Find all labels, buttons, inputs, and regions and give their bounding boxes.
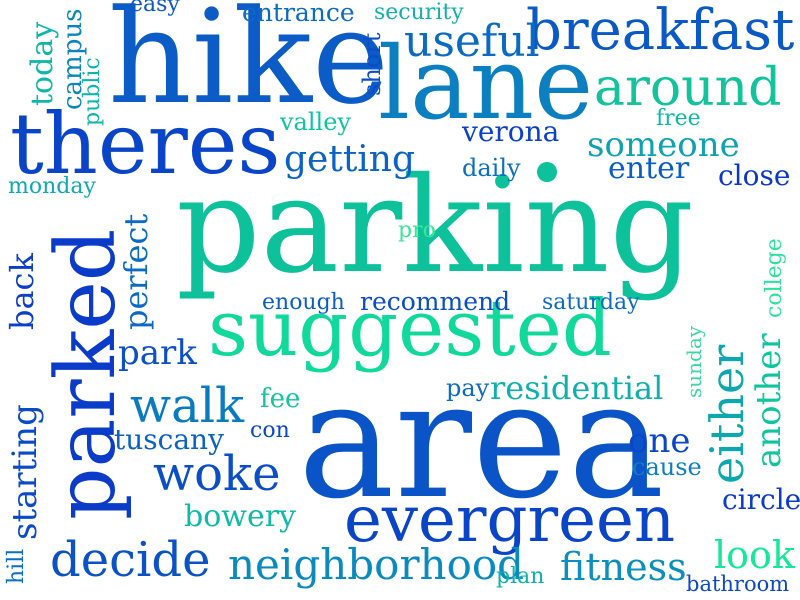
word-enough: enough — [262, 290, 345, 315]
word-parked: parked — [39, 228, 134, 520]
word-con: con — [250, 418, 290, 443]
word-evergreen: evergreen — [344, 483, 676, 557]
word-neighborhood: neighborhood — [228, 540, 525, 589]
word-circle: circle — [722, 483, 800, 516]
word-sunday: sunday — [682, 325, 706, 398]
word-close: close — [718, 159, 791, 192]
word-hike: hike — [108, 0, 390, 133]
word-monday: monday — [8, 174, 96, 199]
word-getting: getting — [284, 139, 416, 180]
word-saturday: saturday — [542, 290, 640, 315]
word-perfect: perfect — [117, 213, 155, 330]
word-theres: theres — [10, 95, 281, 193]
word-entrance: entrance — [242, 0, 355, 27]
word-back: back — [3, 253, 41, 330]
word-free: free — [656, 106, 701, 131]
word-breakfast: breakfast — [526, 0, 795, 63]
word-residential: residential — [490, 369, 664, 407]
word-pay: pay — [446, 374, 490, 402]
word-lane: lane — [378, 25, 594, 142]
word-plan: plan — [496, 564, 545, 589]
word-either: either — [700, 344, 754, 484]
word-tuscany: tuscany — [114, 423, 224, 456]
word-fitness: fitness — [560, 545, 687, 589]
word-fee: fee — [260, 384, 301, 414]
word-verona: verona — [462, 115, 560, 148]
word-enter: enter — [608, 151, 690, 186]
word-walk: walk — [130, 378, 245, 434]
word-parking: parking — [176, 149, 695, 303]
word-park: park — [118, 333, 197, 373]
word-hill: hill — [4, 548, 29, 584]
word-pro: pro — [398, 218, 436, 243]
word-another: another — [749, 333, 789, 468]
word-bathroom: bathroom — [686, 572, 790, 596]
word-around: around — [594, 58, 782, 118]
word-public: public — [80, 57, 105, 126]
word-useful: useful — [404, 16, 540, 67]
cloud-dot — [537, 162, 557, 182]
word-look: look — [714, 533, 795, 577]
word-bowery: bowery — [184, 499, 296, 534]
word-cause: cause — [632, 453, 702, 481]
word-area: area — [298, 347, 665, 535]
word-college: college — [762, 238, 787, 318]
word-valley: valley — [280, 108, 351, 136]
word-today: today — [25, 21, 60, 106]
word-woke: woke — [153, 446, 281, 502]
word-security: security — [374, 0, 464, 25]
word-daily: daily — [462, 154, 521, 182]
word-easy: easy — [130, 0, 180, 17]
word-starting: starting — [5, 404, 45, 540]
word-someone: someone — [587, 125, 740, 165]
word-decide: decide — [50, 532, 211, 588]
word-one: one — [628, 421, 691, 461]
word-recommend: recommend — [360, 287, 511, 316]
word-short: short — [358, 32, 386, 96]
word-suggested: suggested — [208, 284, 612, 374]
